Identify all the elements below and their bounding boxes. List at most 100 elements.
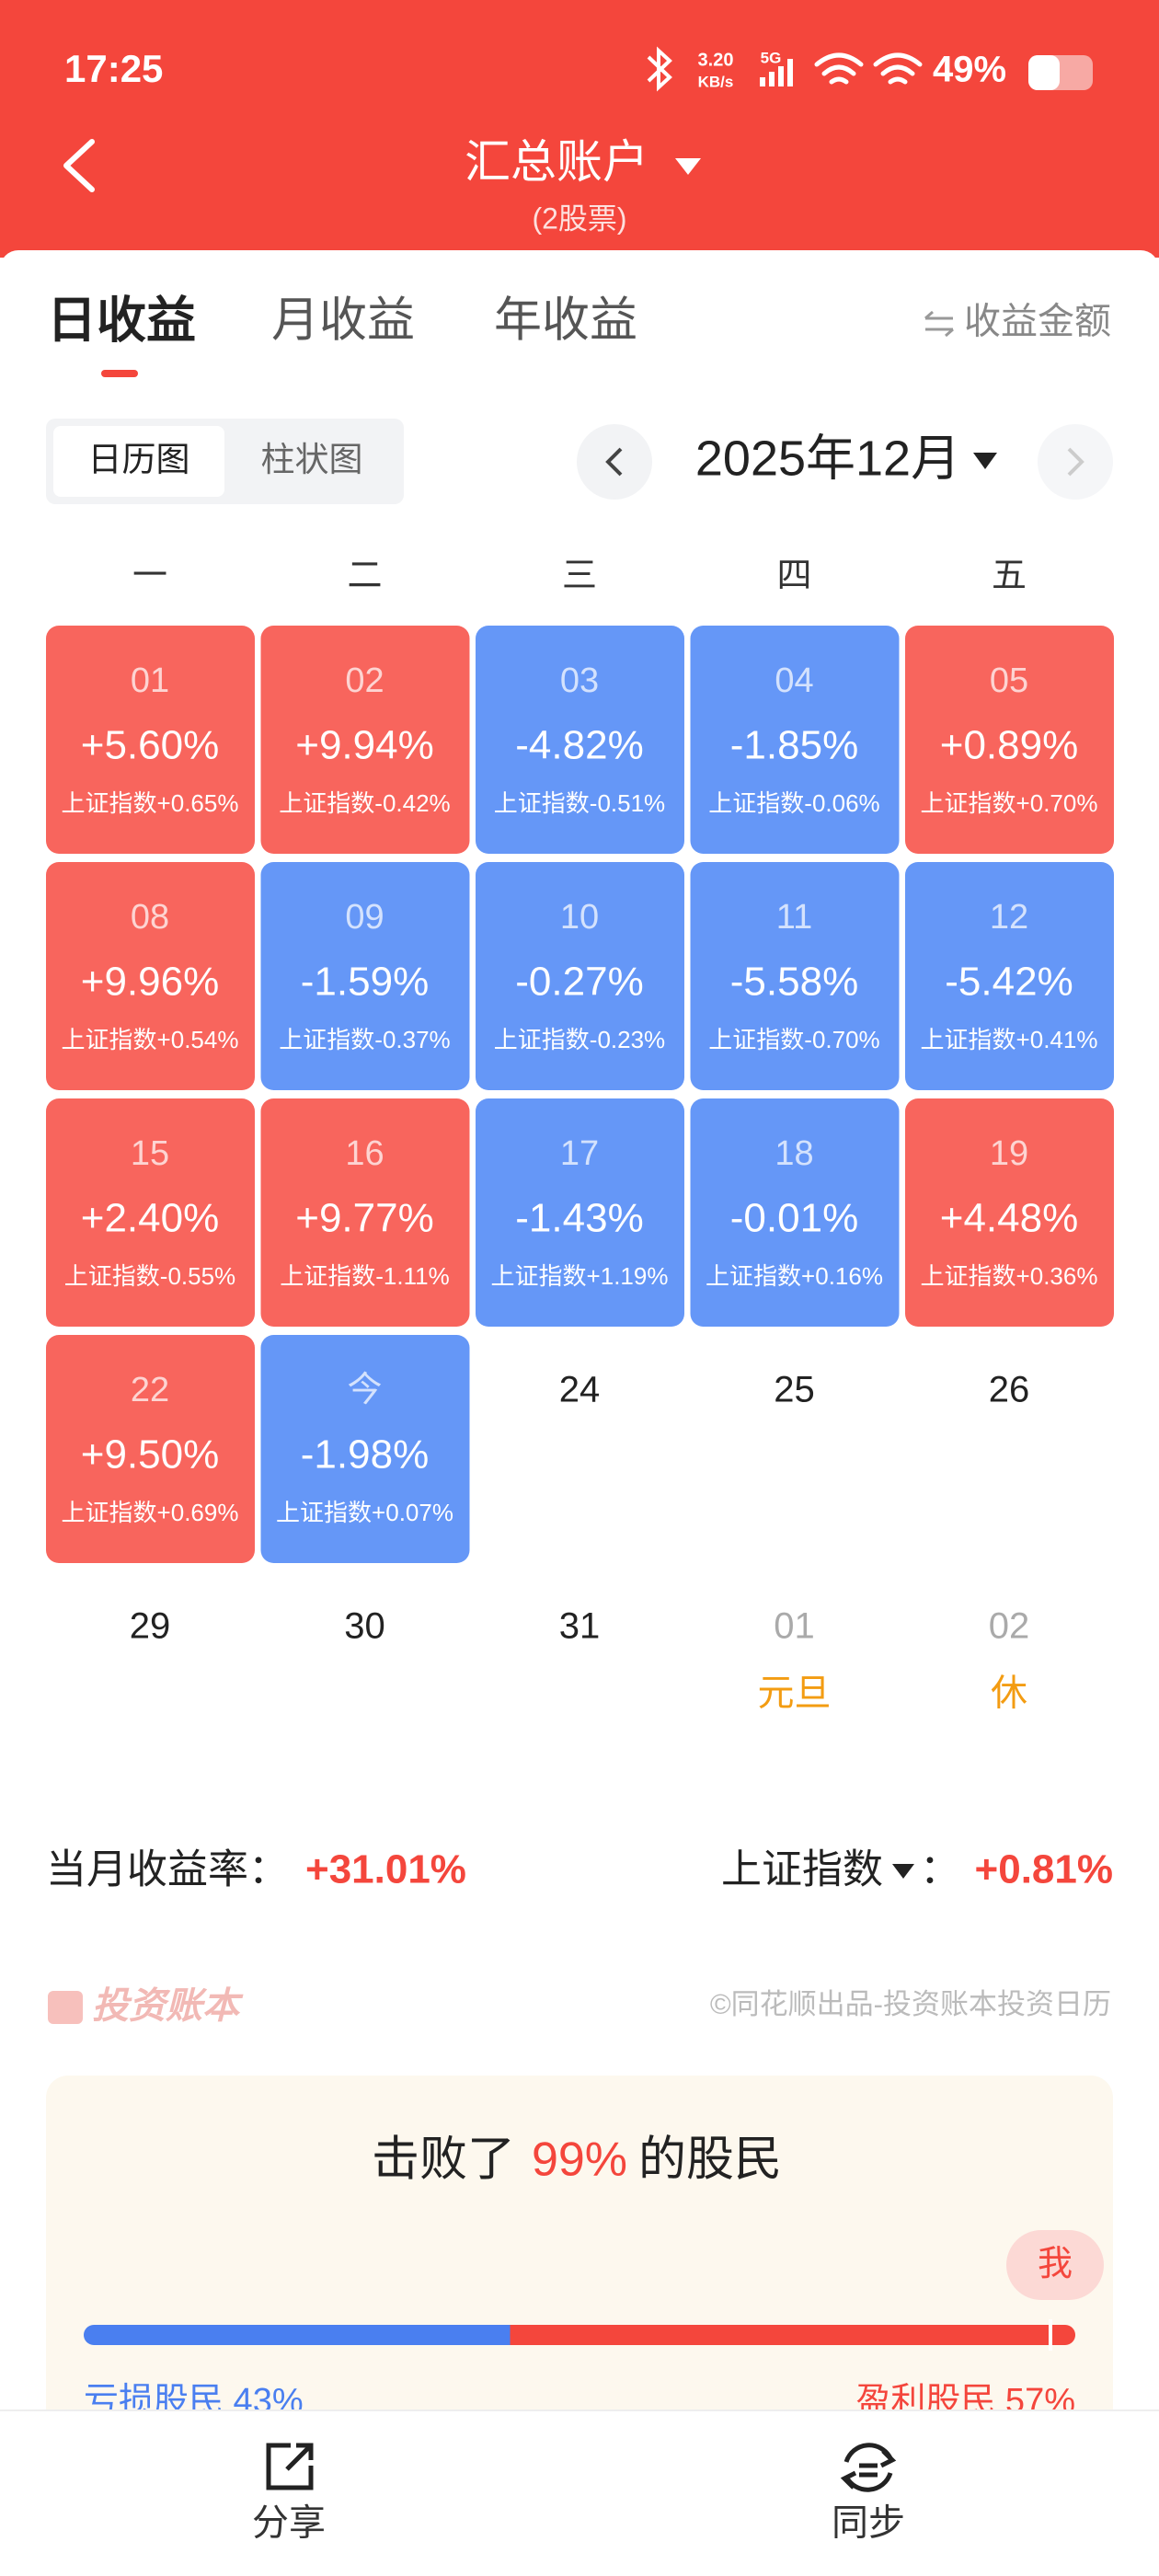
weekday: 三 <box>562 557 597 595</box>
day-cell[interactable] <box>46 626 255 854</box>
day-cell[interactable] <box>46 1098 255 1327</box>
day-change: -0.01% <box>730 1196 858 1241</box>
day-cell[interactable] <box>46 862 255 1090</box>
day-index: 上证指数+1.19% <box>491 1262 669 1290</box>
status-time: 17:25 <box>64 47 163 90</box>
day-cell[interactable] <box>690 626 900 854</box>
back-button[interactable] <box>63 139 95 192</box>
day-change: +2.40% <box>81 1196 219 1241</box>
sync-icon[interactable] <box>840 2443 897 2492</box>
day-number: 17 <box>560 1134 599 1173</box>
tab[interactable]: 月收益 <box>271 294 415 348</box>
day-index: 上证指数-1.11% <box>280 1262 449 1290</box>
share-label[interactable]: 分享 <box>252 2503 326 2544</box>
view-tab-active[interactable]: 日历图 <box>88 441 190 478</box>
header-title[interactable]: 汇总账户 <box>465 136 648 188</box>
day-number: 02 <box>345 661 384 700</box>
day-cell[interactable] <box>905 862 1114 1090</box>
day-change: -4.82% <box>515 723 643 768</box>
tab[interactable]: 年收益 <box>494 294 637 348</box>
day-number: 04 <box>775 661 813 700</box>
holiday-label: 元旦 <box>758 1673 832 1714</box>
account-dropdown[interactable] <box>675 158 701 175</box>
day-number: 18 <box>775 1134 813 1173</box>
day-change: +9.94% <box>295 723 433 768</box>
holiday-label: 休 <box>991 1673 1027 1714</box>
day-number: 03 <box>560 661 599 700</box>
day-cell[interactable] <box>905 626 1114 854</box>
calendar: 一 二 三 四 五 01 +5.60% 上证指数+0.65% 02 +9.94% 上证指数-0.42… <box>46 557 1114 1714</box>
day-number: 12 <box>990 898 1028 937</box>
day-index: 上证指数-0.55% <box>64 1262 235 1290</box>
day-number: 08 <box>131 898 169 937</box>
day-change: -0.27% <box>515 960 643 1005</box>
signal-icon <box>760 59 793 86</box>
day-change: +9.77% <box>295 1196 433 1241</box>
day-number[interactable]: 29 <box>130 1606 171 1647</box>
index-separator: ： <box>920 1847 960 1892</box>
day-change: +9.50% <box>81 1432 219 1478</box>
brand-logo <box>48 1991 83 2024</box>
day-cell[interactable] <box>260 1098 470 1327</box>
ranking-prefix: 击败了 <box>372 2133 515 2187</box>
prev-month[interactable] <box>577 424 652 500</box>
day-number[interactable]: 24 <box>559 1370 601 1410</box>
day-index: 上证指数+0.36% <box>921 1262 1098 1290</box>
day-cell[interactable] <box>476 626 684 854</box>
day-cell[interactable] <box>476 1098 684 1327</box>
credit: ©同花顺出品-投资账本投资日历 <box>710 1988 1111 2020</box>
day-cell[interactable] <box>905 1098 1114 1327</box>
sync-label[interactable]: 同步 <box>832 2503 905 2544</box>
battery-level <box>1028 55 1060 90</box>
status-speed-unit: KB/s <box>698 73 734 90</box>
day-change: -5.58% <box>730 960 858 1005</box>
day-index: 上证指数-0.51% <box>494 789 665 817</box>
tab-indicator <box>101 370 138 377</box>
bottom-nav <box>0 2410 1159 2576</box>
day-cell[interactable] <box>690 862 900 1090</box>
prev-arrow <box>605 447 623 477</box>
next-month[interactable] <box>1038 424 1113 500</box>
ratio-bar <box>84 2319 1075 2351</box>
day-cell[interactable] <box>260 862 470 1090</box>
day-cell[interactable] <box>690 1098 900 1327</box>
day-cell[interactable] <box>260 1335 470 1563</box>
ranking-card <box>46 2076 1113 2462</box>
month-dropdown[interactable] <box>973 453 997 469</box>
index-label[interactable]: 上证指数 <box>721 1847 883 1892</box>
weekday: 五 <box>992 557 1027 595</box>
day-cell[interactable] <box>476 862 684 1090</box>
day-number: 11 <box>776 898 812 937</box>
status-battery: 49% <box>933 50 1006 90</box>
day-number: 01 <box>131 661 169 700</box>
day-number[interactable]: 01 <box>774 1606 815 1647</box>
month-label[interactable]: 2025年12月 <box>695 431 960 486</box>
day-cell[interactable] <box>46 1335 255 1563</box>
day-index: 上证指数+0.69% <box>62 1499 239 1526</box>
view-tab[interactable]: 柱状图 <box>261 441 363 478</box>
day-number: 19 <box>990 1134 1028 1173</box>
me-label: 我 <box>1038 2245 1073 2283</box>
day-number[interactable]: 26 <box>989 1370 1030 1410</box>
day-index: 上证指数-0.37% <box>279 1026 450 1053</box>
wifi-icon <box>814 52 864 85</box>
tab-active[interactable]: 日收益 <box>47 293 196 348</box>
day-number[interactable]: 30 <box>344 1606 385 1647</box>
day-cell[interactable] <box>260 626 470 854</box>
day-number[interactable]: 25 <box>774 1370 815 1410</box>
day-number: 10 <box>560 898 599 937</box>
day-index: 上证指数-0.70% <box>708 1026 879 1053</box>
header-bg <box>0 0 1159 258</box>
day-number[interactable]: 02 <box>989 1606 1030 1647</box>
day-change: +4.48% <box>940 1196 1078 1241</box>
share-icon[interactable] <box>266 2443 314 2490</box>
toggle-amount[interactable]: 收益金额 <box>964 302 1111 342</box>
day-number[interactable]: 31 <box>559 1606 601 1647</box>
index-dropdown[interactable] <box>892 1864 914 1879</box>
profit-bar-joint <box>510 2325 522 2345</box>
swap-icon[interactable] <box>924 310 954 338</box>
day-index: 上证指数+0.41% <box>921 1026 1098 1053</box>
day-number: 今 <box>347 1371 382 1409</box>
